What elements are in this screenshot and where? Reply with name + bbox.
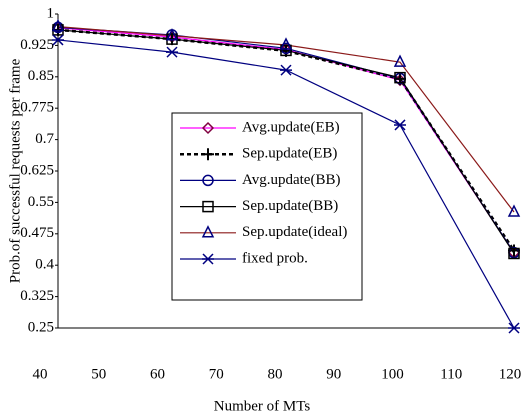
marker bbox=[201, 225, 215, 238]
y-tick-label: 0.475 bbox=[20, 225, 54, 241]
x-tick-label: 70 bbox=[209, 366, 224, 382]
x-tick-label: 120 bbox=[499, 366, 522, 382]
legend-label: fixed prob. bbox=[242, 250, 308, 266]
marker bbox=[508, 322, 520, 334]
y-tick-label: 0.325 bbox=[20, 288, 54, 304]
marker bbox=[166, 46, 178, 58]
x-tick-label: 90 bbox=[326, 366, 341, 382]
y-tick-label: 0.925 bbox=[20, 37, 54, 53]
y-tick-label: 1 bbox=[47, 5, 55, 21]
y-tick-label: 0.775 bbox=[20, 100, 54, 116]
marker bbox=[507, 204, 521, 217]
marker bbox=[201, 121, 215, 135]
y-tick-label: 0.4 bbox=[35, 257, 54, 273]
x-tick-label: 60 bbox=[150, 366, 165, 382]
marker bbox=[508, 247, 520, 260]
marker bbox=[279, 37, 293, 50]
marker bbox=[280, 64, 292, 76]
marker bbox=[394, 71, 406, 84]
marker bbox=[202, 253, 214, 265]
marker bbox=[393, 54, 407, 67]
marker bbox=[280, 44, 292, 57]
x-axis-title: Number of MTs bbox=[214, 398, 311, 414]
y-tick-label: 0.85 bbox=[28, 68, 54, 84]
x-tick-label: 50 bbox=[91, 366, 106, 382]
marker bbox=[165, 28, 179, 41]
y-tick-label: 0.7 bbox=[35, 131, 54, 147]
marker bbox=[202, 174, 214, 187]
y-tick-label: 0.625 bbox=[20, 162, 54, 178]
x-tick-label: 40 bbox=[33, 366, 48, 382]
x-tick-label: 80 bbox=[268, 366, 283, 382]
marker bbox=[51, 18, 65, 32]
legend-label: Avg.update(EB) bbox=[242, 119, 340, 135]
y-tick-label: 0.25 bbox=[28, 319, 54, 335]
x-tick-label: 100 bbox=[381, 366, 404, 382]
marker bbox=[394, 119, 406, 131]
y-tick-label: 0.55 bbox=[28, 194, 54, 210]
legend-label: Avg.update(BB) bbox=[242, 172, 340, 188]
y-axis-title: Prob.of successful requests per frame bbox=[7, 58, 23, 283]
marker bbox=[52, 34, 64, 46]
x-tick-label: 110 bbox=[440, 366, 462, 382]
marker bbox=[202, 148, 214, 161]
legend-label: Sep.update(BB) bbox=[242, 198, 338, 214]
legend-label: Sep.update(EB) bbox=[242, 146, 337, 162]
legend: Avg.update(EB) Sep.update(EB) Avg.update(B… bbox=[171, 112, 363, 301]
marker bbox=[202, 200, 214, 213]
legend-label: Sep.update(ideal) bbox=[242, 224, 347, 240]
